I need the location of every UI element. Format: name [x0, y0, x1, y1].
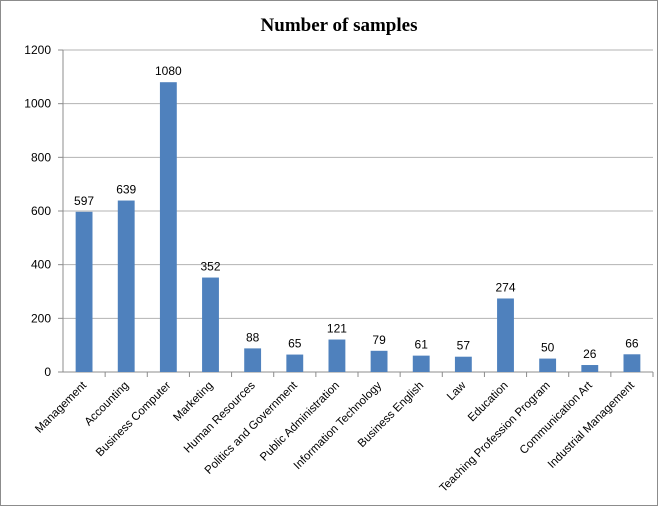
bar [497, 298, 514, 372]
data-label: 274 [495, 280, 515, 294]
data-label: 50 [541, 341, 555, 355]
x-tick-label: Business Computer [94, 380, 174, 460]
data-label: 66 [625, 336, 639, 350]
y-tick-label: 200 [31, 311, 51, 325]
y-tick-label: 400 [31, 258, 51, 272]
bar [412, 355, 430, 372]
bar [539, 358, 557, 372]
y-tick-label: 600 [31, 204, 51, 218]
x-tick-label: Human Resources [182, 379, 258, 455]
data-label: 88 [246, 330, 260, 344]
bar [623, 354, 641, 372]
bar [75, 211, 93, 372]
y-tick-label: 1000 [24, 97, 51, 111]
data-label: 121 [327, 322, 347, 336]
x-tick-label: Management [33, 379, 90, 436]
y-tick-label: 0 [44, 365, 51, 379]
gridlines [62, 49, 653, 373]
bar [328, 339, 346, 372]
data-label: 1080 [155, 64, 182, 78]
bar [117, 200, 135, 372]
bar [159, 82, 177, 372]
x-tick-label: Communication Art [518, 379, 596, 457]
x-tick-label: Industrial Management [546, 379, 638, 471]
data-labels: 597 639 1080 352 88 65 121 79 61 57 274 50 26 66 [74, 64, 639, 361]
bar [370, 350, 388, 372]
y-axis-ticks: 0 200 400 600 800 1000 1200 [24, 43, 63, 379]
x-tick-label: Law [445, 379, 469, 403]
data-label: 61 [415, 338, 429, 352]
x-tick-label: Public Administration [258, 380, 342, 464]
data-label: 57 [457, 339, 471, 353]
data-label: 352 [200, 260, 220, 274]
y-tick-label: 800 [31, 150, 51, 164]
data-label: 79 [372, 333, 386, 347]
x-tick-label: Education [466, 380, 511, 425]
bar [244, 348, 262, 372]
data-label: 597 [74, 194, 94, 208]
bars [75, 82, 641, 372]
bar [454, 356, 472, 372]
y-tick-label: 1200 [24, 43, 51, 57]
data-label: 639 [116, 183, 136, 197]
chart-title: Number of samples [261, 15, 418, 36]
data-label: 65 [288, 337, 302, 351]
bar [286, 354, 304, 372]
bar [202, 277, 219, 372]
bar [581, 365, 599, 372]
data-label: 26 [583, 347, 597, 361]
x-tick-label: Marketing [171, 380, 215, 424]
